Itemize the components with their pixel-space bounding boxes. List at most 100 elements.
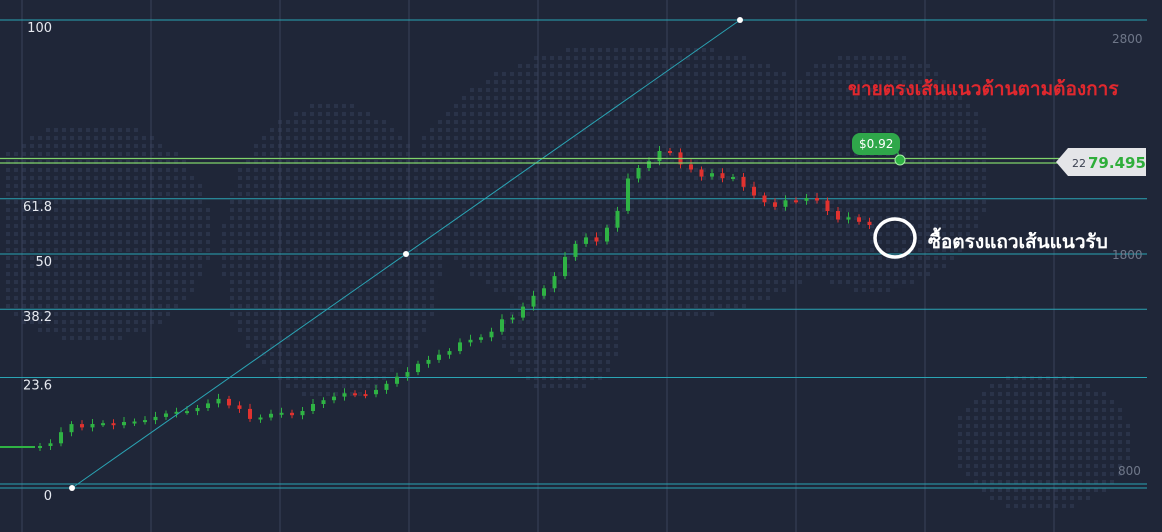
buy-zone-circle: [873, 217, 917, 259]
candle: [447, 351, 452, 355]
candle: [332, 396, 336, 401]
candle: [573, 243, 578, 257]
candle: [647, 161, 651, 168]
candle: [311, 404, 315, 411]
candle: [836, 211, 840, 220]
candle: [206, 403, 210, 408]
candle: [783, 200, 788, 207]
candle: [542, 288, 546, 296]
candle: [384, 383, 389, 390]
candle: [563, 256, 567, 277]
trade-point-icon[interactable]: [894, 154, 906, 166]
candle: [552, 276, 557, 289]
candle: [363, 394, 368, 397]
fib-level-label-50: 50: [35, 255, 52, 270]
candle: [531, 295, 536, 307]
candle: [689, 164, 693, 170]
candle: [353, 393, 357, 396]
candle: [657, 151, 662, 162]
candle: [195, 408, 200, 412]
trade-tag-amount: $0.92: [859, 137, 893, 151]
candle: [258, 417, 263, 420]
fib-level-label-0: 0: [44, 489, 52, 504]
candle: [804, 198, 809, 201]
candle: [416, 363, 420, 373]
current-price-badge[interactable]: 22 79.495: [1056, 148, 1146, 176]
candle: [626, 178, 630, 211]
fib-level-label-100: 100: [27, 21, 52, 36]
price-tick-2800: 2800: [1112, 32, 1143, 46]
candle: [825, 200, 830, 211]
candle: [237, 405, 242, 409]
vertical-grid: [21, 0, 1055, 532]
candle: [521, 306, 525, 318]
price-badge-bg: [1056, 148, 1146, 176]
trendline-anchor-start[interactable]: [69, 485, 75, 491]
candle: [164, 413, 168, 417]
candle: [48, 443, 53, 446]
candle: [668, 151, 672, 153]
candle: [762, 195, 767, 203]
candle: [132, 421, 137, 424]
candle: [185, 411, 189, 414]
candle: [479, 337, 483, 340]
price-badge-prefix: 22: [1072, 157, 1086, 170]
candle: [405, 372, 410, 377]
candle: [741, 177, 746, 187]
candle: [279, 412, 284, 415]
candle: [489, 331, 494, 338]
candle: [143, 420, 147, 423]
candlestick-series: [0, 146, 872, 451]
candle: [248, 408, 252, 419]
candle: [615, 210, 620, 228]
candle: [153, 416, 158, 421]
candle: [395, 376, 399, 384]
candle: [101, 423, 105, 426]
candle: [857, 217, 861, 222]
candle: [426, 359, 431, 364]
fib-level-label-61-8: 61.8: [23, 200, 52, 215]
candle: [300, 411, 305, 416]
world-map-background: [6, 48, 1130, 508]
candle: [794, 200, 798, 203]
candle: [342, 393, 347, 397]
candle: [374, 389, 378, 395]
price-tick-1800: 1800: [1112, 248, 1143, 262]
trade-tag[interactable]: $0.92: [852, 133, 900, 155]
candle: [867, 221, 872, 225]
trendline-anchor-mid[interactable]: [403, 251, 409, 257]
candle: [122, 422, 126, 426]
buy-annotation: ซื้อตรงแถวเส้นแนวรับ: [928, 227, 1108, 253]
price-tick-800: 800: [1118, 464, 1141, 478]
fib-level-label-23-6: 23.6: [23, 379, 52, 394]
candle: [90, 424, 95, 428]
candle: [710, 173, 714, 177]
trade-tag-bg: [852, 133, 900, 155]
candle: [594, 237, 599, 242]
candle: [699, 169, 704, 177]
candle: [437, 354, 441, 360]
candle: [227, 398, 231, 406]
candle: [269, 413, 273, 418]
price-badge-value: 79.495: [1088, 154, 1146, 172]
candle: [290, 412, 294, 416]
candle: [846, 217, 851, 220]
fib-level-label-38-2: 38.2: [23, 310, 52, 325]
trendline-anchor-end[interactable]: [737, 17, 743, 23]
candle: [636, 168, 641, 179]
candle: [80, 424, 84, 428]
sell-annotation: ขายตรงเส้นแนวต้านตามต้องการ: [848, 78, 1119, 100]
candle: [458, 342, 462, 352]
candle: [584, 237, 588, 244]
candle: [510, 317, 515, 320]
candle: [815, 198, 819, 201]
candle: [731, 177, 735, 179]
candle: [500, 319, 504, 332]
candle: [111, 423, 116, 426]
candle: [720, 173, 725, 179]
candle: [59, 432, 63, 444]
candle: [321, 400, 326, 404]
candle: [752, 186, 756, 196]
